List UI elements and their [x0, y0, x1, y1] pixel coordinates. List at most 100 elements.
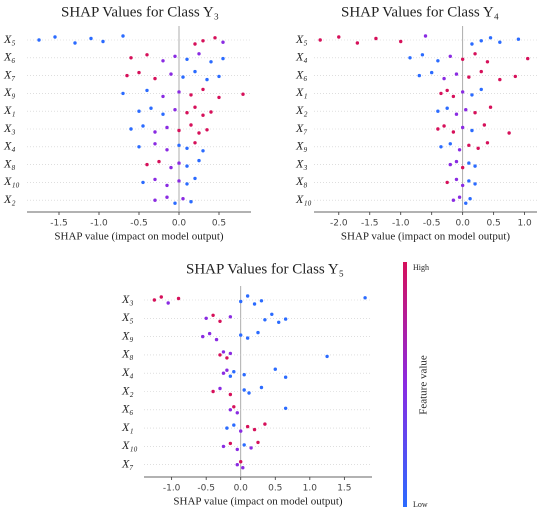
shap-point	[197, 131, 201, 135]
shap-point	[235, 447, 239, 452]
x-tick-label: 1.0	[517, 219, 532, 229]
shap-point	[457, 148, 462, 152]
shap-point	[159, 295, 163, 299]
colorbar-label: Feature value	[418, 355, 430, 415]
row-label: X₃	[295, 156, 308, 170]
x-tick-label: -0.5	[197, 484, 215, 494]
row-label: X₇	[3, 67, 16, 81]
shap-point	[516, 37, 521, 41]
shap-point	[235, 463, 239, 467]
shap-point	[153, 198, 157, 202]
shap-point	[239, 429, 243, 433]
shap-point	[225, 356, 229, 360]
row-label: X₆	[3, 50, 16, 64]
shap-point	[436, 109, 440, 113]
shap-point	[239, 299, 243, 304]
shap-point	[169, 165, 173, 170]
shap-point	[467, 161, 471, 165]
shap-point	[442, 124, 446, 128]
shap-point	[201, 39, 205, 43]
shap-point	[73, 41, 77, 45]
shap-point	[464, 201, 468, 205]
row-label: X₃	[3, 121, 16, 135]
shap-point	[201, 113, 205, 117]
shap-point	[363, 296, 367, 300]
shap-point	[232, 405, 236, 409]
shap-point	[161, 59, 165, 63]
row-label: X₇	[121, 456, 134, 470]
shap-point	[161, 94, 165, 99]
shap-point	[217, 95, 221, 100]
shap-point	[145, 53, 149, 57]
shap-point	[201, 334, 205, 339]
shap-point	[152, 298, 157, 302]
row-label: X₉	[295, 139, 308, 153]
shap-point	[185, 146, 189, 150]
shap-point	[526, 56, 530, 61]
shap-point	[193, 176, 197, 181]
shap-point	[318, 38, 322, 42]
shap-point	[247, 391, 251, 395]
x-axis-label: SHAP value (impact on model output)	[173, 496, 342, 508]
row-label: X₄	[3, 139, 16, 153]
shap-point	[207, 331, 212, 336]
shap-point	[165, 148, 169, 152]
shap-point	[193, 105, 197, 109]
shap-point	[451, 198, 456, 202]
shap-point	[177, 161, 181, 165]
shap-point	[165, 125, 169, 130]
shap-point	[485, 141, 490, 145]
row-label: X₁₀	[3, 174, 20, 188]
shap-point	[408, 56, 412, 60]
shap-point	[181, 75, 185, 79]
row-label: X₂	[3, 192, 16, 206]
x-tick-label: -0.5	[130, 219, 148, 229]
shap-point	[177, 128, 181, 133]
shap-point	[137, 145, 141, 149]
shap-point	[498, 40, 502, 44]
shap-point	[467, 75, 471, 79]
shap-point	[169, 72, 173, 76]
shap-point	[283, 406, 288, 410]
shap-point	[204, 316, 208, 320]
x-tick-label: -2.0	[330, 219, 348, 229]
shap-point	[476, 146, 480, 150]
shap-point	[488, 36, 493, 40]
shap-point	[473, 111, 477, 115]
row-label: X₆	[121, 402, 134, 416]
shap-point	[193, 69, 197, 74]
shap-point	[277, 320, 281, 324]
shap-point	[479, 39, 483, 43]
shap-point	[242, 373, 246, 377]
shap-point	[211, 389, 215, 394]
shap-point	[448, 162, 452, 167]
shap-point	[482, 123, 487, 127]
shap-point	[185, 164, 189, 168]
shap-point	[337, 35, 341, 39]
shap-point	[185, 111, 189, 115]
shap-point	[273, 367, 277, 371]
shap-point	[161, 112, 165, 116]
shap-point	[173, 201, 177, 205]
shap-point	[473, 182, 477, 186]
shap-point	[256, 440, 260, 445]
row-label: X₅	[3, 32, 16, 46]
shap-point	[249, 446, 253, 450]
shap-point	[205, 128, 209, 132]
shap-point	[464, 108, 468, 112]
shap-point	[259, 385, 264, 390]
shap-point	[181, 197, 185, 201]
shap-point	[145, 88, 149, 93]
shap-point	[125, 73, 129, 78]
shap-point	[498, 77, 502, 82]
row-label: X₄	[295, 50, 308, 64]
x-tick-label: -0.5	[423, 219, 441, 229]
shap-point	[129, 127, 133, 131]
shap-point	[177, 179, 181, 183]
shap-point	[473, 52, 477, 56]
shap-point	[157, 159, 161, 164]
x-tick-label: -1.0	[392, 219, 410, 229]
shap-point	[241, 466, 245, 470]
shap-point	[374, 36, 378, 41]
